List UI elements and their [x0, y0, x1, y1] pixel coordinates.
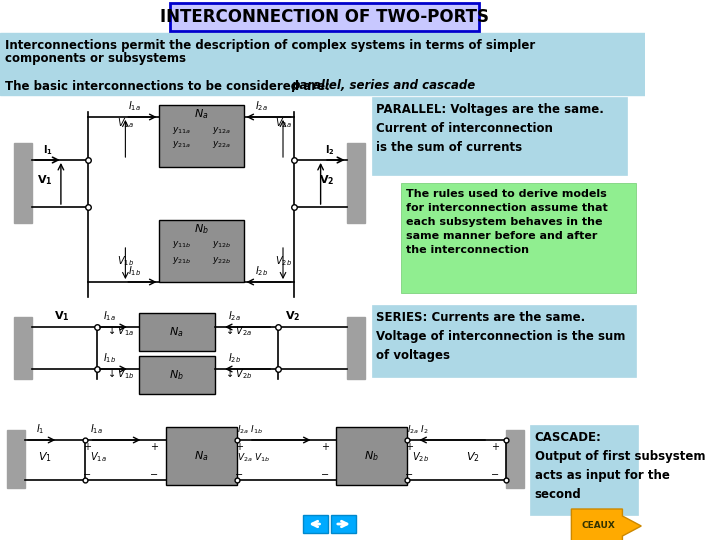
Bar — [331, 515, 356, 533]
Text: $N_b$: $N_b$ — [194, 222, 209, 236]
Text: $y_{12a}$: $y_{12a}$ — [212, 125, 230, 136]
Text: $I_{1a}$: $I_{1a}$ — [103, 309, 116, 323]
Text: $V_{1b}$: $V_{1b}$ — [117, 254, 134, 268]
Text: $y_{12b}$: $y_{12b}$ — [212, 240, 231, 251]
Text: INTERCONNECTION OF TWO-PORTS: INTERCONNECTION OF TWO-PORTS — [160, 8, 489, 26]
Text: The basic interconnections to be considered are:: The basic interconnections to be conside… — [5, 79, 335, 92]
Bar — [0, 77, 645, 95]
Text: $N_a$: $N_a$ — [194, 107, 209, 121]
Text: −: − — [150, 470, 158, 480]
Text: $V_2$: $V_2$ — [466, 450, 480, 464]
Text: $V_{2a}$: $V_{2a}$ — [274, 116, 292, 130]
Text: Interconnections permit the description of complex systems in terms of simpler: Interconnections permit the description … — [5, 39, 536, 52]
Bar — [530, 425, 638, 515]
Bar — [170, 3, 479, 31]
Bar — [372, 97, 627, 175]
Text: $y_{21b}$: $y_{21b}$ — [172, 254, 192, 266]
Bar — [302, 515, 328, 533]
Text: $V_{1a}$: $V_{1a}$ — [117, 116, 134, 130]
Text: $V_{2a}\ V_{1b}$: $V_{2a}\ V_{1b}$ — [238, 451, 271, 463]
Text: $\mathbf{I_2}$: $\mathbf{I_2}$ — [325, 143, 335, 157]
Bar — [7, 430, 25, 488]
Text: $V_{1a}$: $V_{1a}$ — [89, 450, 107, 464]
Text: $I_{1a}$: $I_{1a}$ — [128, 99, 141, 113]
Text: +: + — [83, 442, 91, 452]
Bar — [139, 356, 215, 394]
Text: $I_{1b}$: $I_{1b}$ — [128, 264, 141, 278]
Bar — [166, 427, 238, 485]
Bar — [506, 430, 524, 488]
Text: $I_{2a}$: $I_{2a}$ — [256, 99, 268, 113]
Text: $N_a$: $N_a$ — [169, 325, 184, 339]
Text: $\downarrow V_{2b}$: $\downarrow V_{2b}$ — [224, 367, 253, 381]
Text: $y_{22b}$: $y_{22b}$ — [212, 254, 231, 266]
Text: $I_{2a}\ I_2$: $I_{2a}\ I_2$ — [408, 423, 429, 435]
Text: $\mathbf{V_1}$: $\mathbf{V_1}$ — [37, 173, 53, 187]
Text: −: − — [491, 470, 500, 480]
Text: +: + — [405, 442, 413, 452]
Text: $I_{2a}$: $I_{2a}$ — [228, 309, 241, 323]
Text: −: − — [321, 470, 329, 480]
Text: −: − — [405, 470, 413, 480]
Text: +: + — [491, 442, 499, 452]
Text: $I_{1b}$: $I_{1b}$ — [103, 351, 116, 365]
Text: $N_b$: $N_b$ — [364, 449, 379, 463]
Text: $I_{1a}$: $I_{1a}$ — [89, 422, 102, 436]
Bar — [159, 220, 243, 282]
Polygon shape — [572, 509, 642, 540]
Bar — [159, 105, 243, 167]
Text: $V_{2b}$: $V_{2b}$ — [274, 254, 292, 268]
Text: $I_{2b}$: $I_{2b}$ — [256, 264, 269, 278]
Text: components or subsystems: components or subsystems — [5, 52, 186, 65]
Text: $y_{21a}$: $y_{21a}$ — [172, 139, 192, 151]
Text: $y_{11b}$: $y_{11b}$ — [172, 240, 192, 251]
Text: $\downarrow V_{2a}$: $\downarrow V_{2a}$ — [224, 324, 253, 338]
Text: $y_{22a}$: $y_{22a}$ — [212, 139, 230, 151]
Text: $V_{2b}$: $V_{2b}$ — [412, 450, 429, 464]
Text: $N_a$: $N_a$ — [194, 449, 209, 463]
Text: $I_{2a}\ I_{1b}$: $I_{2a}\ I_{1b}$ — [238, 423, 264, 435]
Text: $\mathbf{V_1}$: $\mathbf{V_1}$ — [54, 309, 69, 323]
Text: $\downarrow V_{1a}$: $\downarrow V_{1a}$ — [106, 324, 135, 338]
Text: PARALLEL: Voltages are the same.
Current of interconnection
is the sum of curren: PARALLEL: Voltages are the same. Current… — [376, 103, 604, 154]
Bar — [14, 143, 32, 223]
Text: $N_b$: $N_b$ — [169, 368, 184, 382]
Bar — [14, 317, 32, 379]
Bar — [336, 427, 408, 485]
Text: $\mathbf{V_2}$: $\mathbf{V_2}$ — [319, 173, 334, 187]
Bar — [0, 33, 645, 77]
Bar — [139, 313, 215, 351]
Text: $I_1$: $I_1$ — [36, 422, 45, 436]
Text: $I_{2b}$: $I_{2b}$ — [228, 351, 242, 365]
Bar — [348, 143, 366, 223]
Text: SERIES: Currents are the same.
Voltage of interconnection is the sum
of voltages: SERIES: Currents are the same. Voltage o… — [376, 311, 626, 362]
Text: +: + — [235, 442, 243, 452]
Text: +: + — [321, 442, 329, 452]
Text: $V_1$: $V_1$ — [37, 450, 51, 464]
Text: $\mathbf{I_1}$: $\mathbf{I_1}$ — [43, 143, 53, 157]
Text: CEAUX: CEAUX — [581, 522, 615, 530]
Text: parallel, series and cascade: parallel, series and cascade — [291, 79, 475, 92]
Text: $\mathbf{V_2}$: $\mathbf{V_2}$ — [285, 309, 300, 323]
Bar — [348, 317, 366, 379]
Bar — [401, 183, 636, 293]
Text: −: − — [235, 470, 243, 480]
Text: −: − — [83, 470, 91, 480]
Text: +: + — [150, 442, 158, 452]
Text: CASCADE:
Output of first subsystem
acts as input for the
second: CASCADE: Output of first subsystem acts … — [535, 431, 705, 501]
Bar — [372, 305, 636, 377]
Text: $y_{11a}$: $y_{11a}$ — [172, 125, 192, 136]
Text: The rules used to derive models
for interconnection assume that
each subsystem b: The rules used to derive models for inte… — [405, 189, 608, 255]
Text: $\downarrow V_{1b}$: $\downarrow V_{1b}$ — [106, 367, 135, 381]
